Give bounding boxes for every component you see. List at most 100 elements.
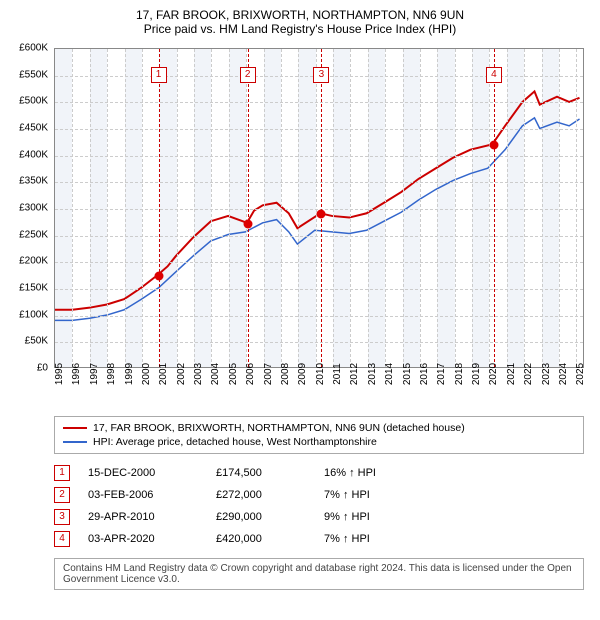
transaction-diff: 7% ↑ HPI bbox=[324, 489, 424, 501]
transaction-marker-box: 4 bbox=[486, 67, 502, 83]
x-axis-label: 2003 bbox=[193, 363, 204, 385]
gridline-v bbox=[350, 49, 351, 367]
gridline-h bbox=[55, 262, 583, 263]
legend-label: 17, FAR BROOK, BRIXWORTH, NORTHAMPTON, N… bbox=[93, 422, 465, 434]
x-axis-label: 2008 bbox=[280, 363, 291, 385]
gridline-v bbox=[489, 49, 490, 367]
x-axis-label: 2013 bbox=[367, 363, 378, 385]
legend-swatch bbox=[63, 441, 87, 443]
y-axis-label: £200K bbox=[8, 256, 48, 267]
y-axis-label: £250K bbox=[8, 229, 48, 240]
title-block: 17, FAR BROOK, BRIXWORTH, NORTHAMPTON, N… bbox=[8, 8, 592, 36]
x-axis-label: 2020 bbox=[488, 363, 499, 385]
x-axis-label: 2006 bbox=[245, 363, 256, 385]
transaction-marker-box: 2 bbox=[240, 67, 256, 83]
transaction-marker-line bbox=[321, 49, 322, 367]
x-axis-label: 1996 bbox=[71, 363, 82, 385]
plot-region: 1 2 3 4 bbox=[54, 48, 584, 368]
x-axis-label: 2001 bbox=[158, 363, 169, 385]
x-axis-label: 2014 bbox=[384, 363, 395, 385]
legend: 17, FAR BROOK, BRIXWORTH, NORTHAMPTON, N… bbox=[54, 416, 584, 454]
gridline-v bbox=[316, 49, 317, 367]
gridline-v bbox=[576, 49, 577, 367]
legend-row: 17, FAR BROOK, BRIXWORTH, NORTHAMPTON, N… bbox=[63, 421, 575, 435]
x-axis-label: 2009 bbox=[297, 363, 308, 385]
transaction-price: £420,000 bbox=[216, 533, 306, 545]
gridline-h bbox=[55, 156, 583, 157]
x-axis-label: 2000 bbox=[141, 363, 152, 385]
x-axis-label: 2016 bbox=[419, 363, 430, 385]
gridline-v bbox=[403, 49, 404, 367]
series-price_paid bbox=[55, 91, 580, 309]
transaction-date: 03-APR-2020 bbox=[88, 533, 198, 545]
chart-title: 17, FAR BROOK, BRIXWORTH, NORTHAMPTON, N… bbox=[8, 8, 592, 22]
x-axis-label: 2007 bbox=[263, 363, 274, 385]
chart-subtitle: Price paid vs. HM Land Registry's House … bbox=[8, 22, 592, 36]
x-axis-label: 1995 bbox=[54, 363, 65, 385]
x-axis-label: 2011 bbox=[332, 363, 343, 385]
gridline-h bbox=[55, 236, 583, 237]
transaction-marker-box: 3 bbox=[313, 67, 329, 83]
x-axis-label: 2004 bbox=[210, 363, 221, 385]
series-hpi bbox=[55, 118, 580, 321]
y-axis-label: £350K bbox=[8, 176, 48, 187]
x-axis-label: 2017 bbox=[436, 363, 447, 385]
transaction-index-box: 1 bbox=[54, 465, 70, 481]
y-axis-label: £400K bbox=[8, 149, 48, 160]
chart-area: 1234 £0£50K£100K£150K£200K£250K£300K£350… bbox=[8, 40, 592, 410]
y-axis-label: £500K bbox=[8, 96, 48, 107]
gridline-v bbox=[385, 49, 386, 367]
transaction-row: 203-FEB-2006£272,0007% ↑ HPI bbox=[54, 484, 584, 506]
gridline-v bbox=[125, 49, 126, 367]
y-axis-label: £150K bbox=[8, 283, 48, 294]
gridline-v bbox=[472, 49, 473, 367]
y-axis-label: £450K bbox=[8, 123, 48, 134]
gridline-v bbox=[194, 49, 195, 367]
gridline-h bbox=[55, 129, 583, 130]
gridline-v bbox=[107, 49, 108, 367]
gridline-v bbox=[298, 49, 299, 367]
gridline-v bbox=[90, 49, 91, 367]
x-axis-label: 2005 bbox=[228, 363, 239, 385]
transaction-index-box: 4 bbox=[54, 531, 70, 547]
x-axis-label: 2025 bbox=[575, 363, 586, 385]
transaction-marker-box: 1 bbox=[151, 67, 167, 83]
gridline-v bbox=[455, 49, 456, 367]
transaction-diff: 7% ↑ HPI bbox=[324, 533, 424, 545]
transaction-row: 115-DEC-2000£174,50016% ↑ HPI bbox=[54, 462, 584, 484]
gridline-v bbox=[507, 49, 508, 367]
transaction-marker-line bbox=[494, 49, 495, 367]
x-axis-label: 2019 bbox=[471, 363, 482, 385]
y-axis-label: £300K bbox=[8, 203, 48, 214]
x-axis-label: 2018 bbox=[454, 363, 465, 385]
legend-label: HPI: Average price, detached house, West… bbox=[93, 436, 377, 448]
transaction-date: 15-DEC-2000 bbox=[88, 467, 198, 479]
x-axis-label: 2010 bbox=[315, 363, 326, 385]
x-axis-label: 2022 bbox=[523, 363, 534, 385]
x-axis-label: 2024 bbox=[558, 363, 569, 385]
x-axis-label: 2002 bbox=[176, 363, 187, 385]
gridline-h bbox=[55, 182, 583, 183]
y-axis-label: £0 bbox=[8, 363, 48, 374]
transaction-point bbox=[154, 271, 163, 280]
x-axis-label: 2021 bbox=[506, 363, 517, 385]
gridline-v bbox=[281, 49, 282, 367]
transaction-marker-line bbox=[159, 49, 160, 367]
gridline-v bbox=[211, 49, 212, 367]
gridline-v bbox=[229, 49, 230, 367]
transaction-point bbox=[317, 210, 326, 219]
gridline-v bbox=[177, 49, 178, 367]
gridline-v bbox=[333, 49, 334, 367]
gridline-h bbox=[55, 342, 583, 343]
x-axis-label: 1997 bbox=[89, 363, 100, 385]
gridline-v bbox=[264, 49, 265, 367]
transaction-date: 29-APR-2010 bbox=[88, 511, 198, 523]
transaction-index-box: 2 bbox=[54, 487, 70, 503]
gridline-v bbox=[72, 49, 73, 367]
transaction-marker-line bbox=[248, 49, 249, 367]
gridline-v bbox=[420, 49, 421, 367]
transaction-price: £272,000 bbox=[216, 489, 306, 501]
gridline-h bbox=[55, 289, 583, 290]
gridline-v bbox=[142, 49, 143, 367]
transaction-list: 115-DEC-2000£174,50016% ↑ HPI203-FEB-200… bbox=[54, 462, 584, 550]
